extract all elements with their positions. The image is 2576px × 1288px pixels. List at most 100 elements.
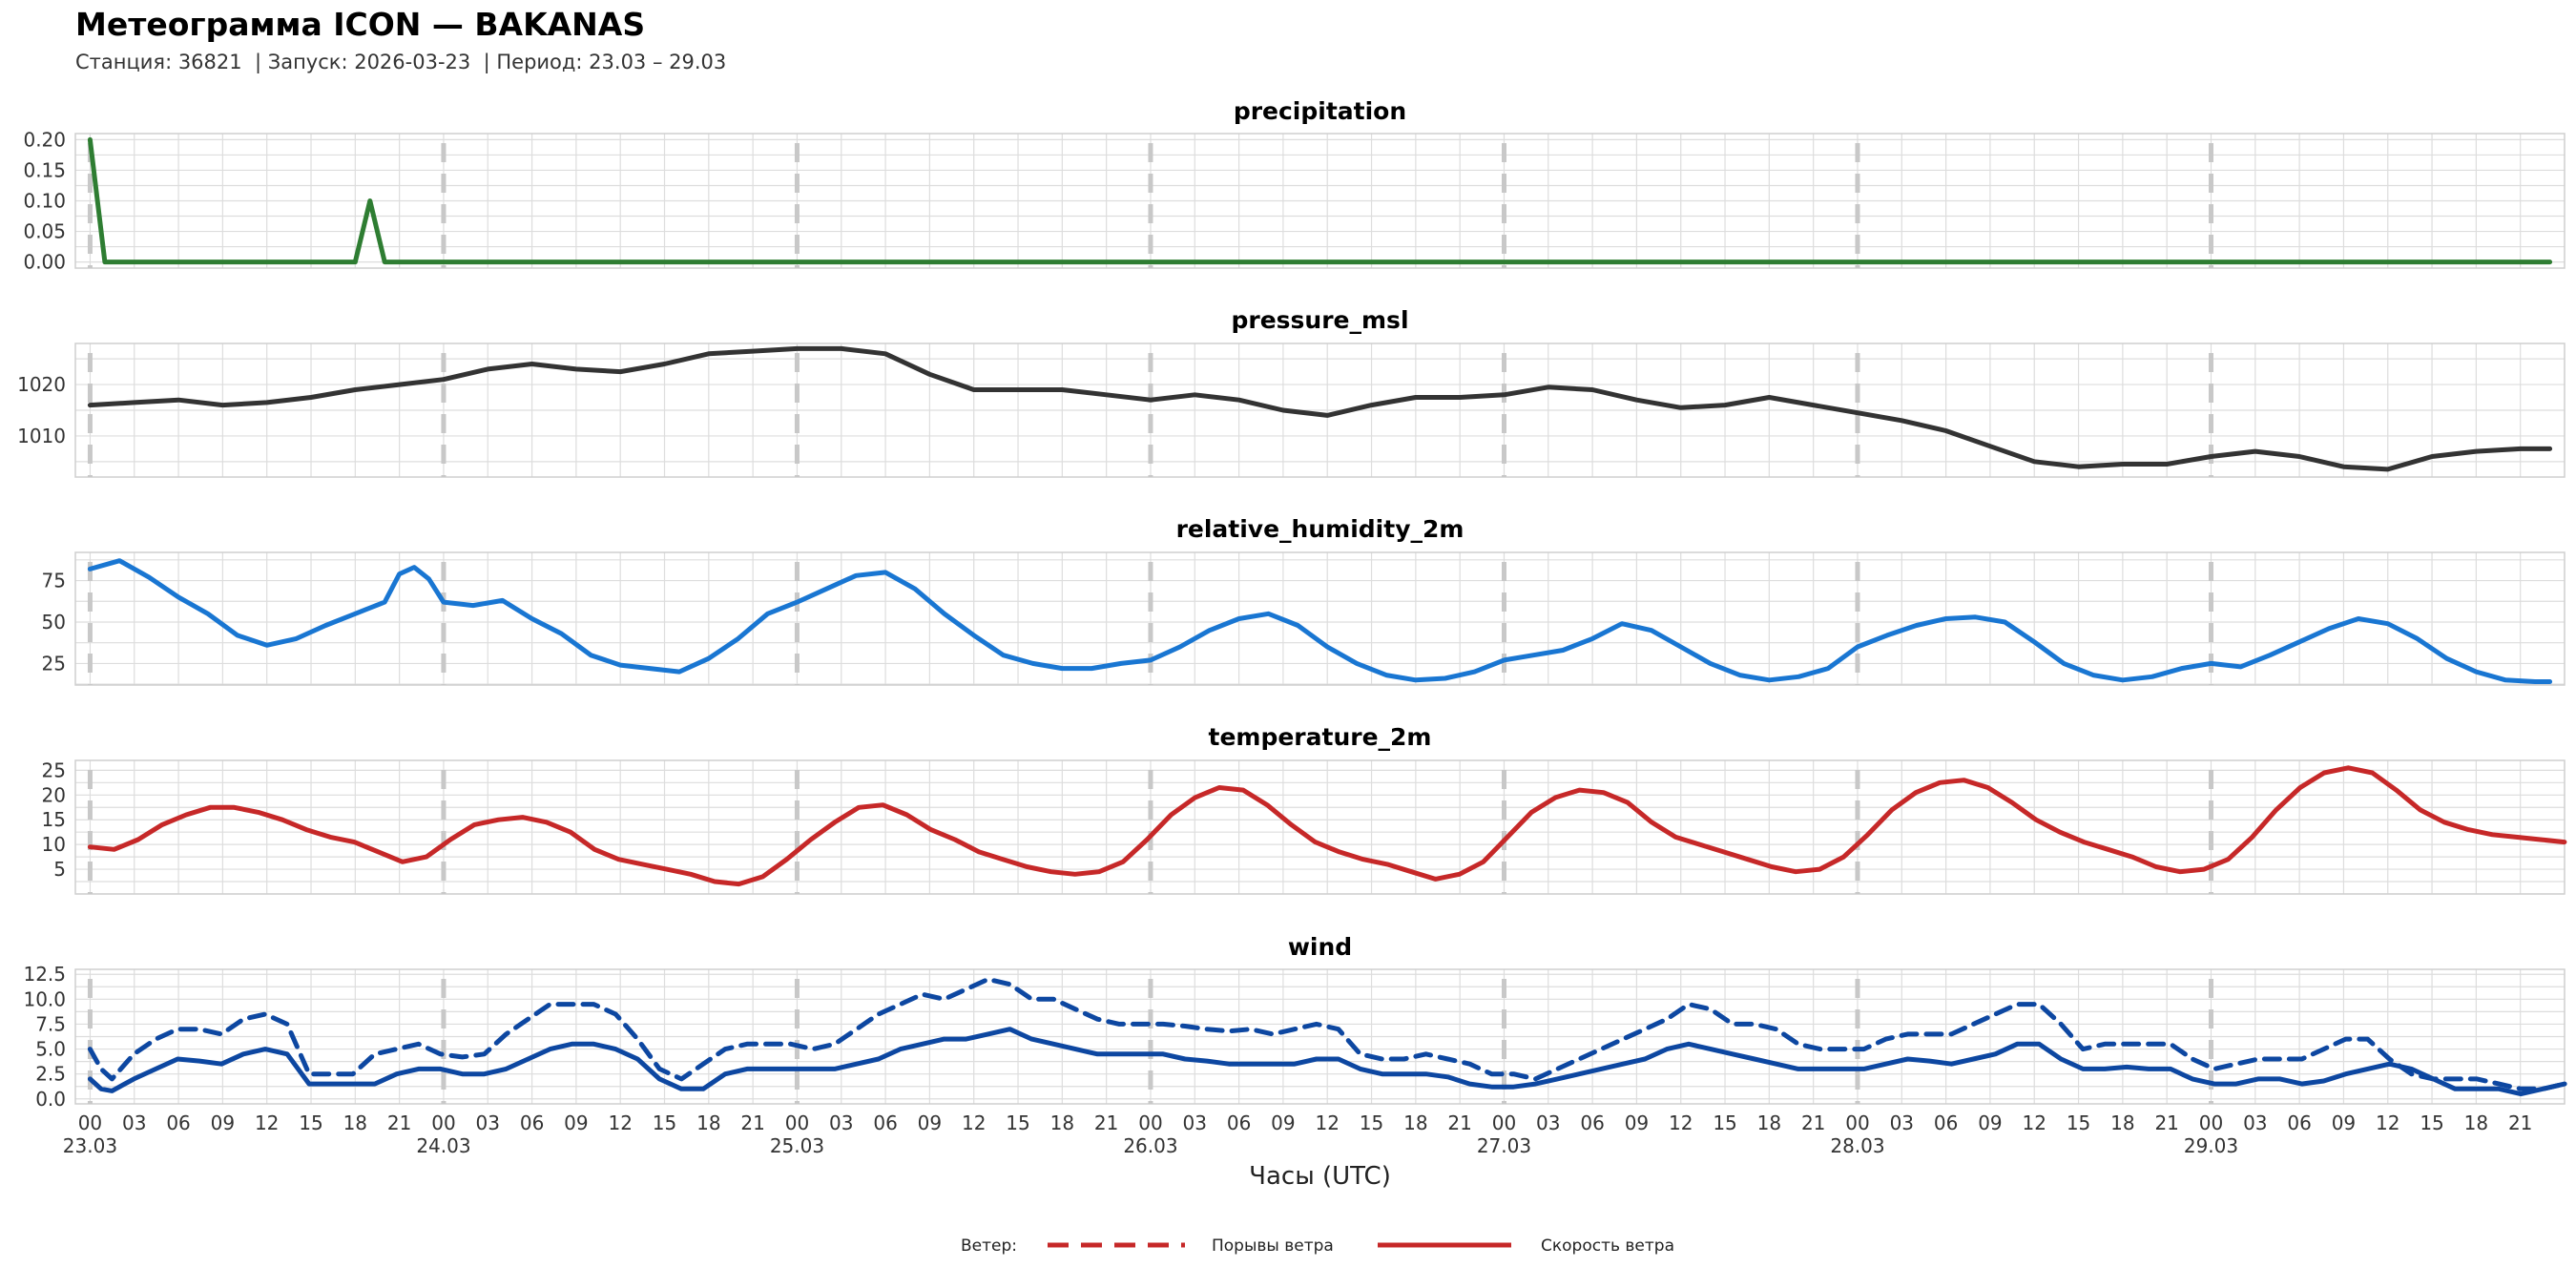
x-tick-label: 06 bbox=[1934, 1111, 1958, 1134]
panel-title: pressure_msl bbox=[1231, 306, 1408, 334]
x-tick-label: 21 bbox=[2508, 1111, 2532, 1134]
x-day-label: 29.03 bbox=[2184, 1134, 2238, 1157]
x-tick-label: 21 bbox=[1801, 1111, 1825, 1134]
x-tick-label: 18 bbox=[343, 1111, 367, 1134]
x-tick-label: 15 bbox=[2420, 1111, 2443, 1134]
x-tick-label: 06 bbox=[520, 1111, 544, 1134]
x-tick-label: 21 bbox=[1094, 1111, 1118, 1134]
y-tick-label: 50 bbox=[42, 611, 66, 634]
page-title: Метеограмма ICON — BAKANAS bbox=[75, 6, 646, 43]
y-tick-label: 12.5 bbox=[23, 963, 66, 986]
x-tick-label: 03 bbox=[1536, 1111, 1560, 1134]
panel-frame bbox=[74, 133, 2566, 269]
x-tick-label: 15 bbox=[1360, 1111, 1383, 1134]
y-tick-label: 10 bbox=[42, 833, 66, 856]
x-tick-label: 12 bbox=[2023, 1111, 2046, 1134]
y-tick-label: 15 bbox=[42, 808, 66, 831]
x-tick-label: 06 bbox=[166, 1111, 190, 1134]
panel-wind: wind 0.02.55.0 7.510.012.5 bbox=[23, 933, 2567, 1111]
y-tick-label: 1010 bbox=[17, 425, 66, 447]
panel-precipitation: precipitation 0.00 0.05 0.10 0.15 0.20 bbox=[23, 97, 2566, 274]
page-subtitle: Станция: 36821 | Запуск: 2026-03-23 | Пе… bbox=[75, 51, 726, 73]
x-tick-label: 12 bbox=[608, 1111, 632, 1134]
series-line-Скорость-ветра bbox=[87, 1027, 2567, 1097]
panel-relative-humidity-2m: relative_humidity_2m 25 50 75 bbox=[42, 515, 2566, 686]
legend-item-gusts: Порывы ветра bbox=[1212, 1236, 1334, 1256]
y-tick-label: 25 bbox=[42, 758, 66, 781]
x-tick-label: 09 bbox=[564, 1111, 588, 1134]
series-line-pressure_msl bbox=[87, 345, 2553, 472]
x-day-label: 23.03 bbox=[63, 1134, 117, 1157]
x-tick-label: 18 bbox=[1757, 1111, 1781, 1134]
x-tick-label: 21 bbox=[2154, 1111, 2178, 1134]
x-day-label: 27.03 bbox=[1477, 1134, 1531, 1157]
x-day-label: 28.03 bbox=[1830, 1134, 1884, 1157]
y-tick-label: 25 bbox=[42, 652, 66, 675]
period-label: Период: 23.03 – 29.03 bbox=[496, 51, 727, 73]
subtitle-separator: | bbox=[241, 51, 268, 73]
x-tick-label: 09 bbox=[918, 1111, 942, 1134]
x-tick-label: 12 bbox=[962, 1111, 986, 1134]
x-tick-label: 18 bbox=[2464, 1111, 2488, 1134]
y-tick-label: 0.10 bbox=[23, 190, 66, 213]
x-tick-label: 09 bbox=[2332, 1111, 2356, 1134]
x-tick-label: 09 bbox=[1271, 1111, 1295, 1134]
x-tick-label: 03 bbox=[1183, 1111, 1207, 1134]
x-tick-label: 21 bbox=[740, 1111, 764, 1134]
panel-pressure-msl: pressure_msl 1010 1020 bbox=[17, 306, 2566, 478]
x-tick-label: 00 bbox=[1845, 1111, 1869, 1134]
y-tick-label: 0.00 bbox=[23, 251, 66, 274]
x-tick-label: 15 bbox=[1006, 1111, 1029, 1134]
panel-title: temperature_2m bbox=[1209, 723, 1432, 751]
x-tick-label: 06 bbox=[1580, 1111, 1604, 1134]
subtitle-separator: | bbox=[470, 51, 497, 73]
panel-frame bbox=[74, 343, 2566, 478]
x-tick-label: 15 bbox=[2067, 1111, 2090, 1134]
x-axis-label: Часы (UTC) bbox=[1249, 1162, 1391, 1191]
run-label: Запуск: 2026-03-23 bbox=[267, 51, 471, 73]
x-tick-label: 21 bbox=[387, 1111, 411, 1134]
x-tick-label: 12 bbox=[2376, 1111, 2399, 1134]
x-day-label: 24.03 bbox=[416, 1134, 470, 1157]
x-tick-label: 03 bbox=[2243, 1111, 2267, 1134]
x-tick-label: 06 bbox=[873, 1111, 897, 1134]
y-tick-label: 5 bbox=[53, 858, 66, 881]
x-tick-label: 12 bbox=[1315, 1111, 1339, 1134]
panel-frame bbox=[74, 551, 2566, 686]
x-tick-label: 03 bbox=[476, 1111, 500, 1134]
x-tick-label: 00 bbox=[431, 1111, 455, 1134]
x-tick-label: 00 bbox=[1492, 1111, 1516, 1134]
legend-title: Ветер: bbox=[961, 1236, 1017, 1256]
x-tick-label: 09 bbox=[1978, 1111, 2002, 1134]
x-day-label: 26.03 bbox=[1123, 1134, 1177, 1157]
legend: Ветер: Порывы ветра Скорость ветра bbox=[961, 1236, 1674, 1256]
x-tick-label: 03 bbox=[122, 1111, 146, 1134]
x-tick-label: 03 bbox=[829, 1111, 853, 1134]
y-tick-label: 75 bbox=[42, 570, 66, 592]
x-tick-label: 15 bbox=[653, 1111, 676, 1134]
x-tick-label: 15 bbox=[1713, 1111, 1736, 1134]
y-tick-label: 20 bbox=[42, 783, 66, 806]
y-tick-label: 0.0 bbox=[35, 1088, 66, 1111]
x-tick-label: 03 bbox=[1890, 1111, 1914, 1134]
x-tick-label: 00 bbox=[78, 1111, 102, 1134]
y-tick-label: 10.0 bbox=[23, 987, 66, 1010]
x-day-label: 25.03 bbox=[770, 1134, 824, 1157]
panel-title: precipitation bbox=[1234, 97, 1406, 125]
y-tick-label: 1020 bbox=[17, 373, 66, 396]
x-tick-label: 12 bbox=[1669, 1111, 1693, 1134]
panel-title: relative_humidity_2m bbox=[1176, 515, 1465, 543]
x-tick-label: 00 bbox=[785, 1111, 809, 1134]
series-line-relative_humidity_2m bbox=[87, 558, 2553, 684]
x-tick-label: 18 bbox=[2110, 1111, 2134, 1134]
x-tick-label: 15 bbox=[299, 1111, 322, 1134]
panel-frame bbox=[74, 759, 2566, 895]
x-tick-label: 06 bbox=[1227, 1111, 1251, 1134]
y-tick-label: 2.5 bbox=[35, 1063, 66, 1086]
x-tick-label: 00 bbox=[2199, 1111, 2223, 1134]
x-tick-label: 18 bbox=[1403, 1111, 1427, 1134]
y-tick-label: 0.15 bbox=[23, 158, 66, 181]
y-tick-label: 0.05 bbox=[23, 220, 66, 243]
